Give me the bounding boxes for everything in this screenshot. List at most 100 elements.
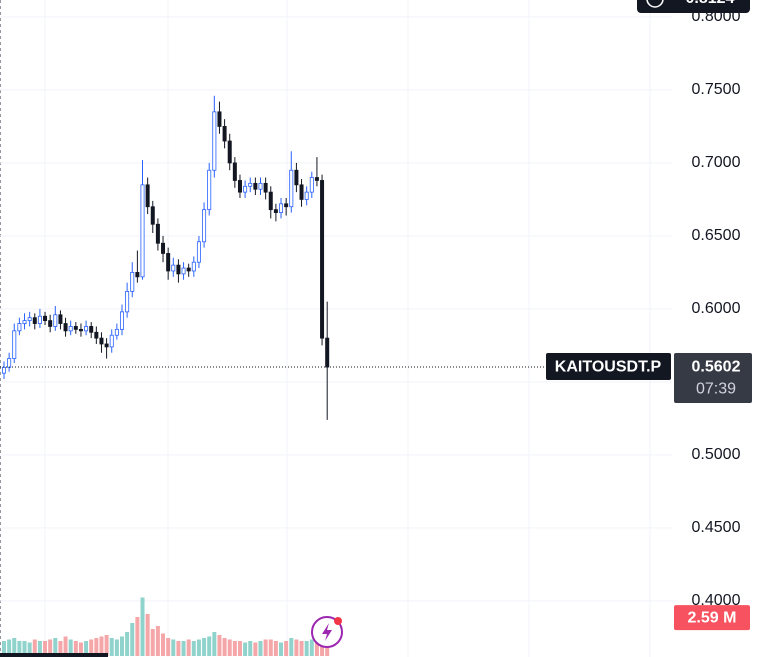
volume-bar <box>58 641 63 656</box>
body <box>237 180 242 193</box>
volume-bar <box>186 639 191 656</box>
volume-bar <box>99 636 104 656</box>
volume-bar <box>150 629 155 656</box>
volume-bar <box>181 641 186 656</box>
body <box>130 272 135 292</box>
body <box>2 366 7 374</box>
volume-bar <box>78 642 83 656</box>
body <box>155 223 160 244</box>
volume-bar <box>104 635 109 656</box>
volume-bar <box>84 641 89 656</box>
volume-bar <box>7 639 12 656</box>
volume-bar <box>263 639 268 656</box>
volume-bar <box>217 635 222 656</box>
body <box>227 140 232 164</box>
top-label: 0.8124 <box>686 0 735 7</box>
body <box>309 177 314 193</box>
volume-bar <box>191 641 196 656</box>
scrollbar <box>0 653 108 657</box>
volume-bar <box>114 639 119 656</box>
volume-bar <box>207 636 212 656</box>
volume-bar <box>155 626 160 656</box>
body <box>171 264 176 272</box>
body <box>314 177 319 181</box>
body <box>207 169 212 211</box>
volume-bar <box>309 639 314 656</box>
volume-bar <box>48 639 53 656</box>
body <box>43 315 48 322</box>
body <box>217 111 222 127</box>
body <box>68 326 73 332</box>
time-grid <box>44 0 651 657</box>
body <box>32 317 37 324</box>
candles <box>0 95 672 420</box>
price-grid <box>0 16 672 602</box>
volume-box <box>674 605 750 631</box>
body <box>273 209 278 213</box>
volume-bar <box>27 642 32 656</box>
lightning-button[interactable] <box>311 616 343 648</box>
volume-bar <box>289 638 294 656</box>
volume-bar <box>237 641 242 656</box>
body <box>253 182 258 190</box>
volume-bar <box>314 636 319 656</box>
body <box>202 209 207 243</box>
volume-bar <box>135 617 140 656</box>
volume-bar <box>196 639 201 656</box>
volume-bar <box>2 641 6 656</box>
volume-bar <box>12 638 17 656</box>
volume-bar <box>304 641 309 656</box>
top-icon <box>646 0 664 8</box>
y-tick-label: 0.4000 <box>692 592 741 609</box>
volume-bar <box>299 641 304 656</box>
body <box>58 314 63 324</box>
volume-bar <box>176 641 181 656</box>
body <box>304 191 309 200</box>
body <box>53 314 58 327</box>
price-box <box>674 353 752 404</box>
body <box>196 241 201 263</box>
volume-bar <box>119 636 124 656</box>
y-tick-label: 0.6000 <box>692 300 741 317</box>
volume-bar <box>202 638 207 656</box>
volume-bar <box>273 641 278 656</box>
y-tick-label: 0.7000 <box>692 154 741 171</box>
volume-bar <box>73 641 78 656</box>
volume-bar <box>268 639 273 656</box>
volume-bar <box>258 641 263 656</box>
volume-bar <box>243 642 248 656</box>
y-tick-label: 0.7500 <box>692 81 741 98</box>
body <box>17 323 22 332</box>
body <box>125 291 130 313</box>
volume-bar <box>222 638 227 656</box>
body <box>181 267 186 275</box>
body <box>320 180 325 339</box>
body <box>176 264 181 275</box>
body <box>109 334 114 348</box>
body <box>243 185 248 193</box>
body <box>248 182 253 187</box>
body <box>140 184 145 278</box>
symbol-box <box>546 353 671 381</box>
volume-bar <box>125 632 130 656</box>
volume-bar <box>89 639 94 656</box>
volume-bar <box>32 639 37 656</box>
volume-bar <box>63 636 68 656</box>
volume-bar <box>17 641 22 656</box>
volume-bar <box>253 642 258 656</box>
volume-bar <box>232 641 237 656</box>
y-tick-label: 0.4500 <box>692 519 741 536</box>
body <box>145 184 150 208</box>
body <box>94 331 99 339</box>
y-tick-label: 0.6500 <box>692 227 741 244</box>
body <box>268 191 273 211</box>
volume-label: 2.59 M <box>688 609 737 626</box>
body <box>150 206 155 225</box>
volume-bar <box>161 633 166 656</box>
body <box>258 182 263 190</box>
body <box>325 337 330 368</box>
body <box>186 267 191 272</box>
top-box <box>637 0 750 13</box>
